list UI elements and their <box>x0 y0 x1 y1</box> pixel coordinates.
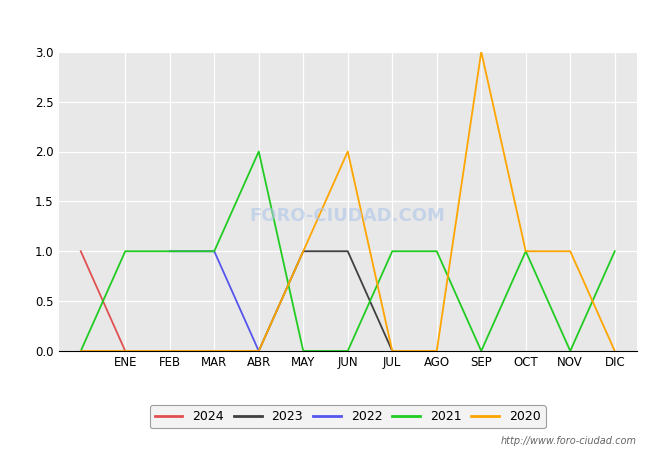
Text: http://www.foro-ciudad.com: http://www.foro-ciudad.com <box>501 436 637 446</box>
Text: FORO-CIUDAD.COM: FORO-CIUDAD.COM <box>250 207 446 225</box>
Legend: 2024, 2023, 2022, 2021, 2020: 2024, 2023, 2022, 2021, 2020 <box>150 405 545 428</box>
Text: Matriculaciones de Vehiculos en Villar de Domingo García: Matriculaciones de Vehiculos en Villar d… <box>94 16 556 32</box>
